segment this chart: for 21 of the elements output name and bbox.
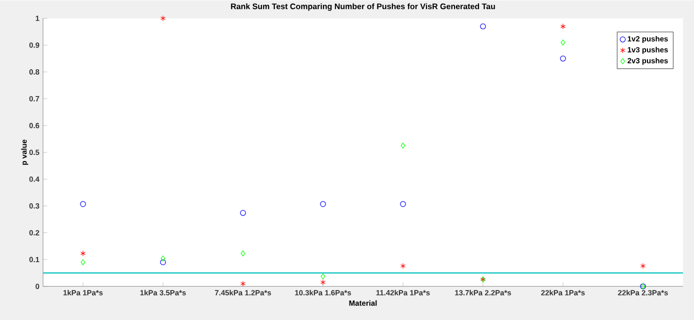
point [560, 55, 566, 62]
point [240, 210, 246, 216]
point [560, 23, 566, 30]
point [400, 262, 406, 269]
point [320, 201, 326, 207]
point [560, 39, 566, 46]
point [400, 201, 406, 207]
point [80, 201, 86, 207]
point [160, 255, 166, 262]
point [240, 280, 246, 286]
point [320, 273, 326, 280]
point [640, 262, 646, 269]
point [240, 250, 246, 256]
point [320, 279, 326, 286]
point [80, 250, 86, 256]
chart-title: Rank Sum Test Comparing Number of Pushes for VisR Generated Tau [231, 3, 495, 11]
point [400, 142, 406, 148]
point [160, 15, 166, 22]
point [160, 259, 166, 265]
point [80, 259, 86, 265]
point [480, 23, 486, 30]
